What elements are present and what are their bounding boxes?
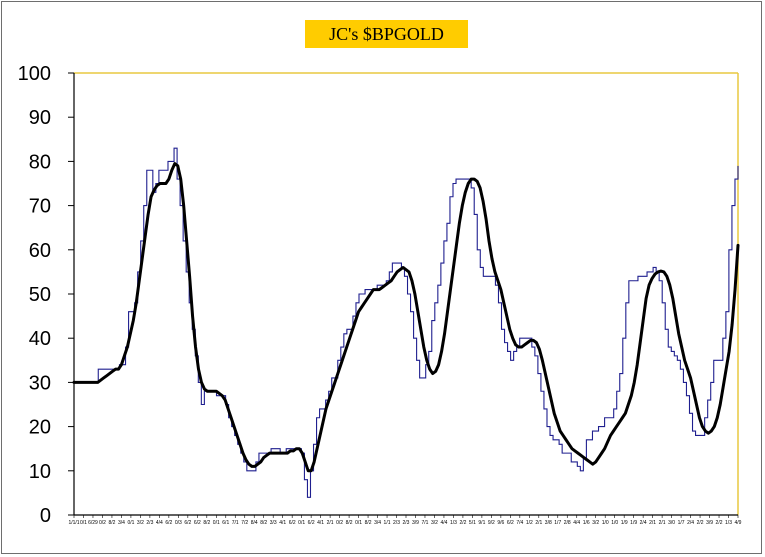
- x-tick-label: 2/1: [659, 520, 666, 526]
- y-tick-label: 20: [29, 417, 51, 439]
- x-tick-label: 5/1: [469, 520, 476, 526]
- y-tick-label: 100: [18, 63, 51, 85]
- x-tick-label: 3/2: [137, 520, 144, 526]
- x-tick-label: 6/2: [308, 520, 315, 526]
- series-raw-line: [74, 147, 739, 498]
- y-tick-label: 0: [40, 505, 51, 527]
- x-tick-label: 4/4: [440, 520, 447, 526]
- x-tick-label: 1/9: [630, 520, 637, 526]
- x-tick-label: 6/2: [194, 520, 201, 526]
- y-tick-label: 10: [29, 461, 51, 483]
- y-tick-label: 90: [29, 107, 51, 129]
- x-tick-label: 2/2: [697, 520, 704, 526]
- x-tick-label: 2/3: [146, 520, 153, 526]
- x-tick-label: 8/2: [346, 520, 353, 526]
- x-tick-label: 4/1: [279, 520, 286, 526]
- x-tick-label: 8/2: [108, 520, 115, 526]
- x-tick-label: 2/4: [640, 520, 647, 526]
- x-tick-label: 0/1: [80, 520, 87, 526]
- x-tick-label: 7/4: [516, 520, 523, 526]
- x-tick-label: 2/2: [716, 520, 723, 526]
- x-tick-label: 6/2: [507, 520, 514, 526]
- x-tick-label: 2/1: [327, 520, 334, 526]
- x-tick-label: 1/0: [602, 520, 609, 526]
- x-tick-label: 1/3: [450, 520, 457, 526]
- x-tick-label: 2/3: [393, 520, 400, 526]
- x-tick-label: 6/1: [222, 520, 229, 526]
- x-tick-label: 3/4: [118, 520, 125, 526]
- x-tick-label: 1/7: [678, 520, 685, 526]
- x-tick-label: 6/29: [88, 520, 98, 526]
- x-tick-label: 4/4: [156, 520, 163, 526]
- x-tick-label: 2/2: [459, 520, 466, 526]
- x-tick-label: 4/4: [573, 520, 580, 526]
- x-tick-label: 3/4: [374, 520, 381, 526]
- x-tick-label: 0/1: [213, 520, 220, 526]
- x-tick-label: 4/9: [735, 520, 742, 526]
- x-tick-label: 3/8: [545, 520, 552, 526]
- x-tick-label: 7/1: [232, 520, 239, 526]
- x-tick-label: 1/2: [526, 520, 533, 526]
- x-tick-label: 3/9: [412, 520, 419, 526]
- x-tick-label: 6/2: [165, 520, 172, 526]
- y-tick-label: 60: [29, 240, 51, 262]
- x-tick-label: 8/4: [251, 520, 258, 526]
- x-tick-label: 1/1: [384, 520, 391, 526]
- x-tick-label: 1/3: [725, 520, 732, 526]
- x-tick-label: 0/2: [336, 520, 343, 526]
- x-tick-label: 0/3: [175, 520, 182, 526]
- x-tick-label: 6/2: [184, 520, 191, 526]
- x-tick-label: 8/2: [203, 520, 210, 526]
- x-tick-label: 8/2: [365, 520, 372, 526]
- x-tick-label: 2/4: [687, 520, 694, 526]
- x-tick-label: 3/3: [270, 520, 277, 526]
- x-tick-label: 3/2: [592, 520, 599, 526]
- x-tick-label: 1/1/1: [68, 520, 79, 526]
- y-tick-label: 40: [29, 328, 51, 350]
- x-tick-label: 2/1: [649, 520, 656, 526]
- x-tick-label: 9/6: [497, 520, 504, 526]
- y-tick-label: 70: [29, 196, 51, 218]
- x-tick-label: 6/2: [289, 520, 296, 526]
- x-tick-label: 3/2: [431, 520, 438, 526]
- x-tick-label: 7/2: [241, 520, 248, 526]
- x-tick-label: 4/1: [317, 520, 324, 526]
- y-tick-label: 30: [29, 372, 51, 394]
- chart-title: JC's $BPGOLD: [305, 20, 468, 48]
- x-tick-label: 9/1: [478, 520, 485, 526]
- x-tick-label: 3/0: [668, 520, 675, 526]
- x-tick-label: 3/9: [706, 520, 713, 526]
- x-tick-label: 9/2: [488, 520, 495, 526]
- x-tick-label: 0/2: [99, 520, 106, 526]
- x-tick-label: 1/0: [611, 520, 618, 526]
- y-tick-label: 80: [29, 151, 51, 173]
- x-tick-label: 1/6: [583, 520, 590, 526]
- x-tick-label: 0/1: [355, 520, 362, 526]
- x-tick-label: 0/1: [127, 520, 134, 526]
- x-tick-label: 2/8: [564, 520, 571, 526]
- y-tick-label: 50: [29, 284, 51, 306]
- x-tick-label: 2/1: [535, 520, 542, 526]
- series-smooth-line: [72, 162, 740, 473]
- x-tick-label: 2/3: [403, 520, 410, 526]
- x-tick-label: 8/2: [260, 520, 267, 526]
- x-tick-label: 0/1: [298, 520, 305, 526]
- x-tick-label: 1/7: [554, 520, 561, 526]
- x-tick-label: 1/9: [621, 520, 628, 526]
- x-tick-label: 7/1: [421, 520, 428, 526]
